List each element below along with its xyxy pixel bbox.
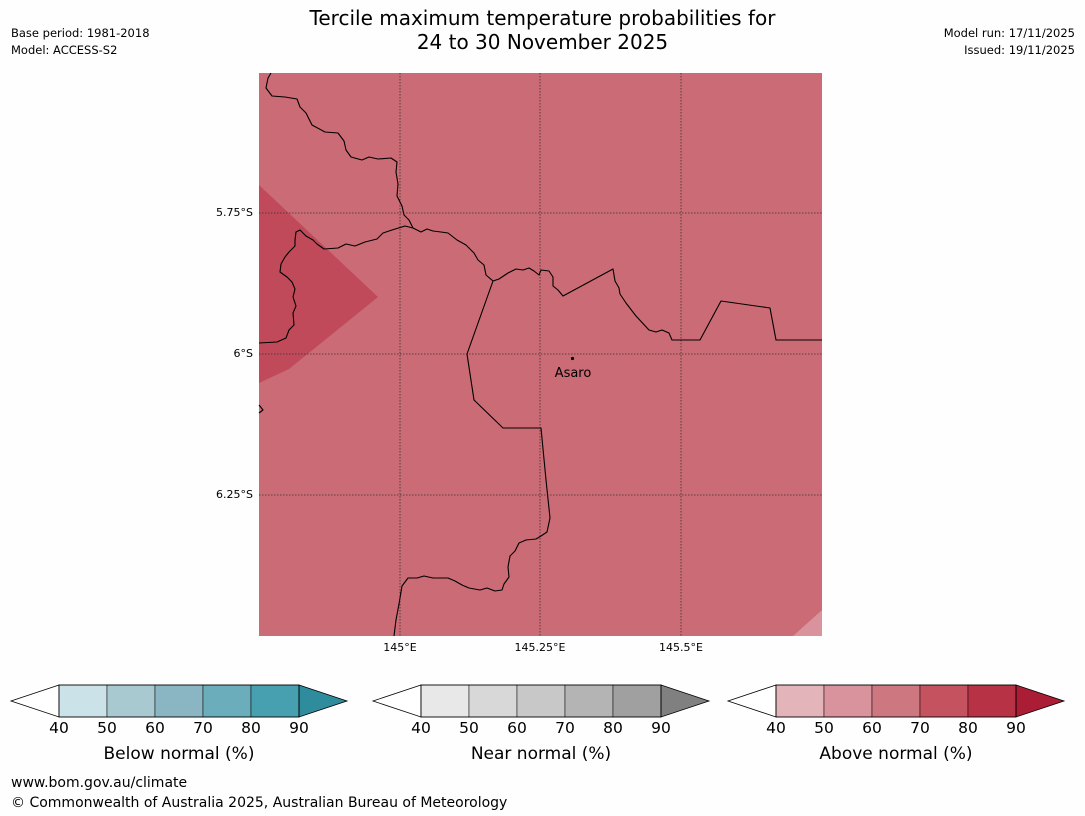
colorbar-segment [919,684,969,718]
colorbar-high-extension [298,684,349,718]
colorbars [9,684,1066,718]
title-line-1: Tercile maximum temperature probabilitie… [309,6,776,30]
colorbar-high-extension [1015,684,1066,718]
colorbar-outline [58,684,300,718]
colorbar-segment [516,684,566,718]
colorbar-segment [106,684,156,718]
cb-below-tick: 80 [241,719,261,737]
cb-near-tick: 70 [555,719,575,737]
cb-above-tick: 80 [958,719,978,737]
cb-near-tick: 40 [411,719,431,737]
map-low-probability-region [793,610,822,636]
colorbar-above [726,684,1066,718]
colorbar-segment [564,684,614,718]
place-marker [570,356,575,361]
colorbar-segment [775,684,825,718]
base-period: Base period: 1981-2018 [11,26,150,40]
colorbar-segment [612,684,662,718]
footer-url: www.bom.gov.au/climate [11,775,188,791]
colorbar-near-label: Near normal (%) [470,744,612,764]
colorbar-above-label: Above normal (%) [819,744,973,764]
colorbar-high-extension [660,684,711,718]
cb-below-tick: 60 [145,719,165,737]
colorbar-low-extension [9,684,60,718]
cb-below-tick: 40 [49,719,69,737]
place-label-asaro: Asaro [555,366,592,381]
cb-below-tick: 50 [97,719,117,737]
colorbar-segment [58,684,108,718]
lon-label-145-5: 145.5°E [659,641,703,654]
colorbar-below [9,684,349,718]
colorbar-segment [871,684,921,718]
map-boundaries [258,72,822,637]
colorbar-segment [967,684,1017,718]
colorbar-segment [468,684,518,718]
lon-label-145-25: 145.25°E [514,641,566,654]
colorbar-below-label: Below normal (%) [103,744,255,764]
meta-right: Model run: 17/11/2025 Issued: 19/11/2025 [944,25,1075,59]
colorbar-low-extension [726,684,777,718]
chart-title: Tercile maximum temperature probabilitie… [0,6,1085,54]
colorbar-outline [775,684,1017,718]
colorbar-segment [823,684,873,718]
colorbar-near [371,684,711,718]
cb-above-tick: 50 [814,719,834,737]
lat-label-5-75: 5.75°S [216,206,253,219]
cb-above-tick: 90 [1006,719,1026,737]
map-base-fill [259,73,822,636]
cb-near-tick: 80 [603,719,623,737]
footer-copyright: © Commonwealth of Australia 2025, Austra… [11,795,508,811]
cb-above-tick: 70 [910,719,930,737]
colorbar-segment [420,684,470,718]
cb-near-tick: 60 [507,719,527,737]
colorbar-segment [250,684,300,718]
colorbar-segment [202,684,252,718]
cb-above-tick: 40 [766,719,786,737]
cb-near-tick: 90 [651,719,671,737]
model-name: Model: ACCESS-S2 [11,43,118,57]
map: Asaro [258,72,822,637]
title-line-2: 24 to 30 November 2025 [416,30,669,54]
cb-below-tick: 70 [193,719,213,737]
colorbar-low-extension [371,684,422,718]
lat-label-6-25: 6.25°S [216,488,253,501]
lon-label-145: 145°E [383,641,417,654]
cb-near-tick: 50 [459,719,479,737]
model-run: Model run: 17/11/2025 [943,26,1075,40]
lat-label-6: 6°S [233,347,253,360]
map-gridlines [259,73,822,636]
meta-left: Base period: 1981-2018 Model: ACCESS-S2 [11,25,150,59]
colorbar-outline [420,684,662,718]
cb-below-tick: 90 [289,719,309,737]
issued-date: Issued: 19/11/2025 [964,43,1075,57]
colorbar-segment [154,684,204,718]
cb-above-tick: 60 [862,719,882,737]
map-high-probability-region [259,185,378,383]
